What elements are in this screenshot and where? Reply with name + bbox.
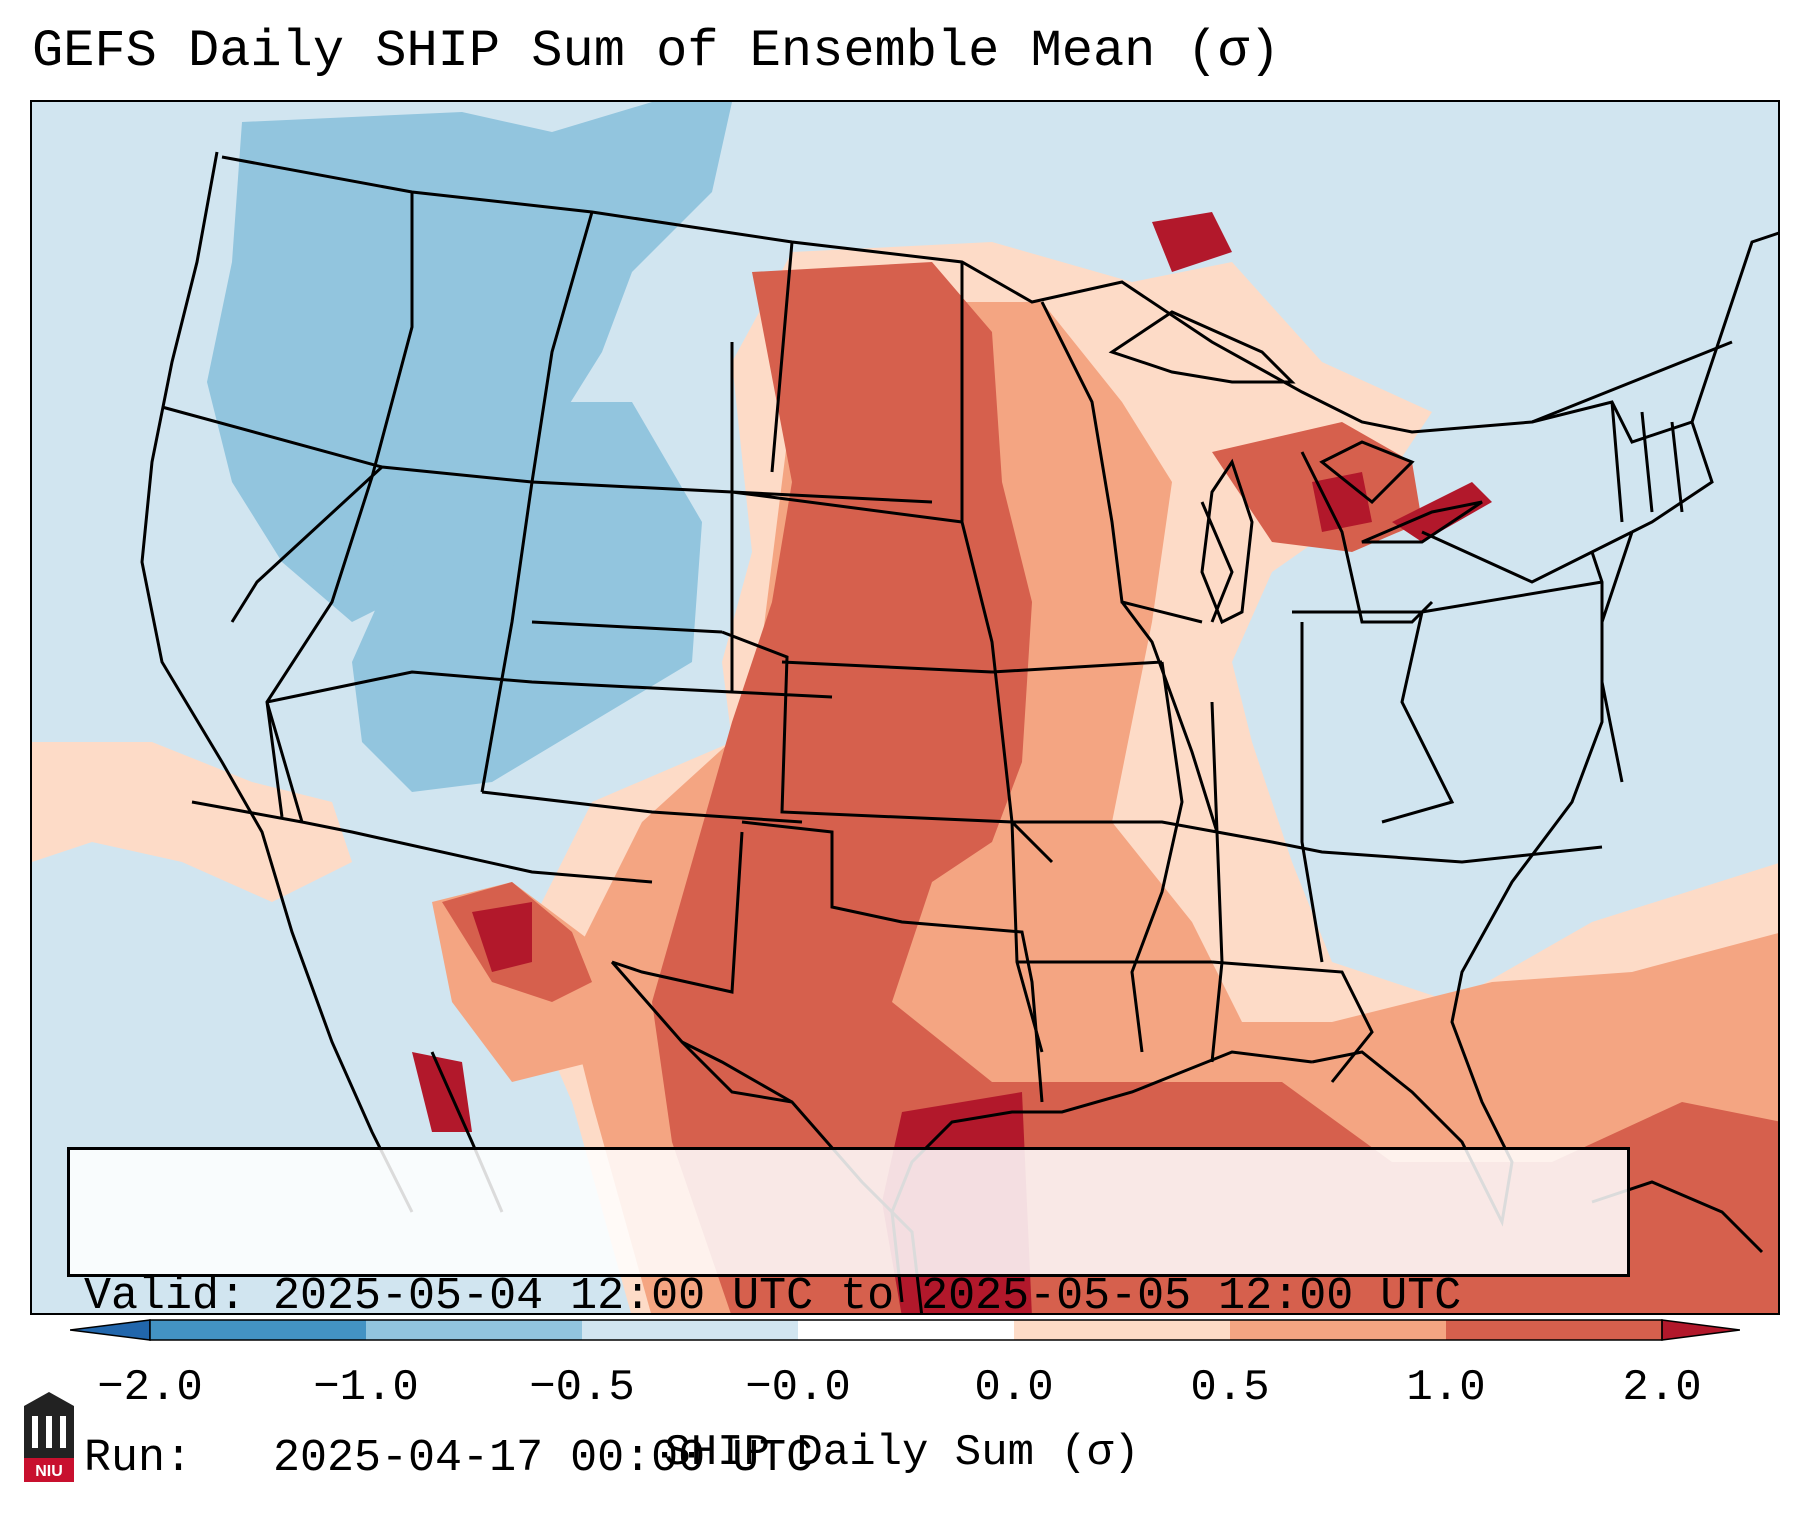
field-regions bbox=[32, 102, 1778, 1313]
chart-title: GEFS Daily SHIP Sum of Ensemble Mean (σ) bbox=[32, 22, 1281, 81]
light-blue-region-rockies bbox=[352, 402, 702, 792]
dark-red-region-lake-erie bbox=[1392, 482, 1492, 542]
colorbar-tick-7: 1.0 bbox=[1406, 1363, 1486, 1413]
colorbar-segment-1 bbox=[150, 1320, 366, 1340]
niu-logo-icon: NIU bbox=[24, 1392, 74, 1482]
light-blue-region-west bbox=[207, 102, 732, 622]
colorbar-tick-6: 0.5 bbox=[1190, 1363, 1270, 1413]
lake-michigan bbox=[1200, 458, 1254, 625]
colorbar-tick-4: −0.0 bbox=[745, 1363, 851, 1413]
atlantic-coast bbox=[1311, 531, 1634, 1227]
validity-info-box: Valid: 2025-05-04 12:00 UTC to 2025-05-0… bbox=[67, 1147, 1630, 1484]
great-lakes-lines bbox=[1040, 301, 1633, 783]
colorbar-outline bbox=[149, 1319, 1663, 1341]
colorbar-segment-6 bbox=[1230, 1320, 1446, 1340]
colorbar-extend-high bbox=[1661, 1319, 1740, 1341]
colorbar-segment-2 bbox=[366, 1320, 582, 1340]
boundaries bbox=[140, 151, 1778, 1313]
us-canada-border bbox=[221, 155, 1733, 434]
dark-red-region-ontario bbox=[1152, 212, 1232, 272]
pacific-coast bbox=[140, 151, 414, 1213]
lake-huron bbox=[1319, 440, 1415, 505]
dark-red-region-az bbox=[472, 902, 532, 972]
colorbar-extend-low bbox=[70, 1319, 151, 1341]
northeast-lines bbox=[1531, 231, 1778, 534]
red-region-plains bbox=[652, 262, 1778, 1313]
logo-text: NIU bbox=[35, 1463, 63, 1480]
valid-time-text: Valid: 2025-05-04 12:00 UTC to 2025-05-0… bbox=[84, 1271, 1462, 1322]
state-lines-west bbox=[161, 192, 1054, 994]
map-svg bbox=[32, 102, 1778, 1313]
run-time-text: Run: 2025-04-17 00:00 UTC bbox=[84, 1433, 814, 1484]
colorbar-tick-8: 2.0 bbox=[1622, 1363, 1702, 1413]
lake-erie bbox=[1361, 500, 1483, 544]
map-panel bbox=[30, 100, 1780, 1315]
colorbar-segment-3 bbox=[582, 1320, 798, 1340]
colorbar-segment-5 bbox=[1014, 1320, 1230, 1340]
colorbar-label: SHIP Daily Sum (σ) bbox=[664, 1428, 1140, 1478]
colorbar-tick-2: −1.0 bbox=[313, 1363, 419, 1413]
colorbar-segment-7 bbox=[1446, 1320, 1662, 1340]
lake-superior bbox=[1108, 310, 1296, 384]
colorbar-segment-4 bbox=[798, 1320, 1014, 1340]
colorbar-tick-1: −2.0 bbox=[97, 1363, 203, 1413]
dark-red-region-mi bbox=[1312, 472, 1372, 532]
dark-red-region-mx bbox=[412, 1052, 472, 1132]
colorbar-tick-5: 0.0 bbox=[974, 1363, 1054, 1413]
colorbar bbox=[70, 1319, 1740, 1341]
colorbar-tick-3: −0.5 bbox=[529, 1363, 635, 1413]
